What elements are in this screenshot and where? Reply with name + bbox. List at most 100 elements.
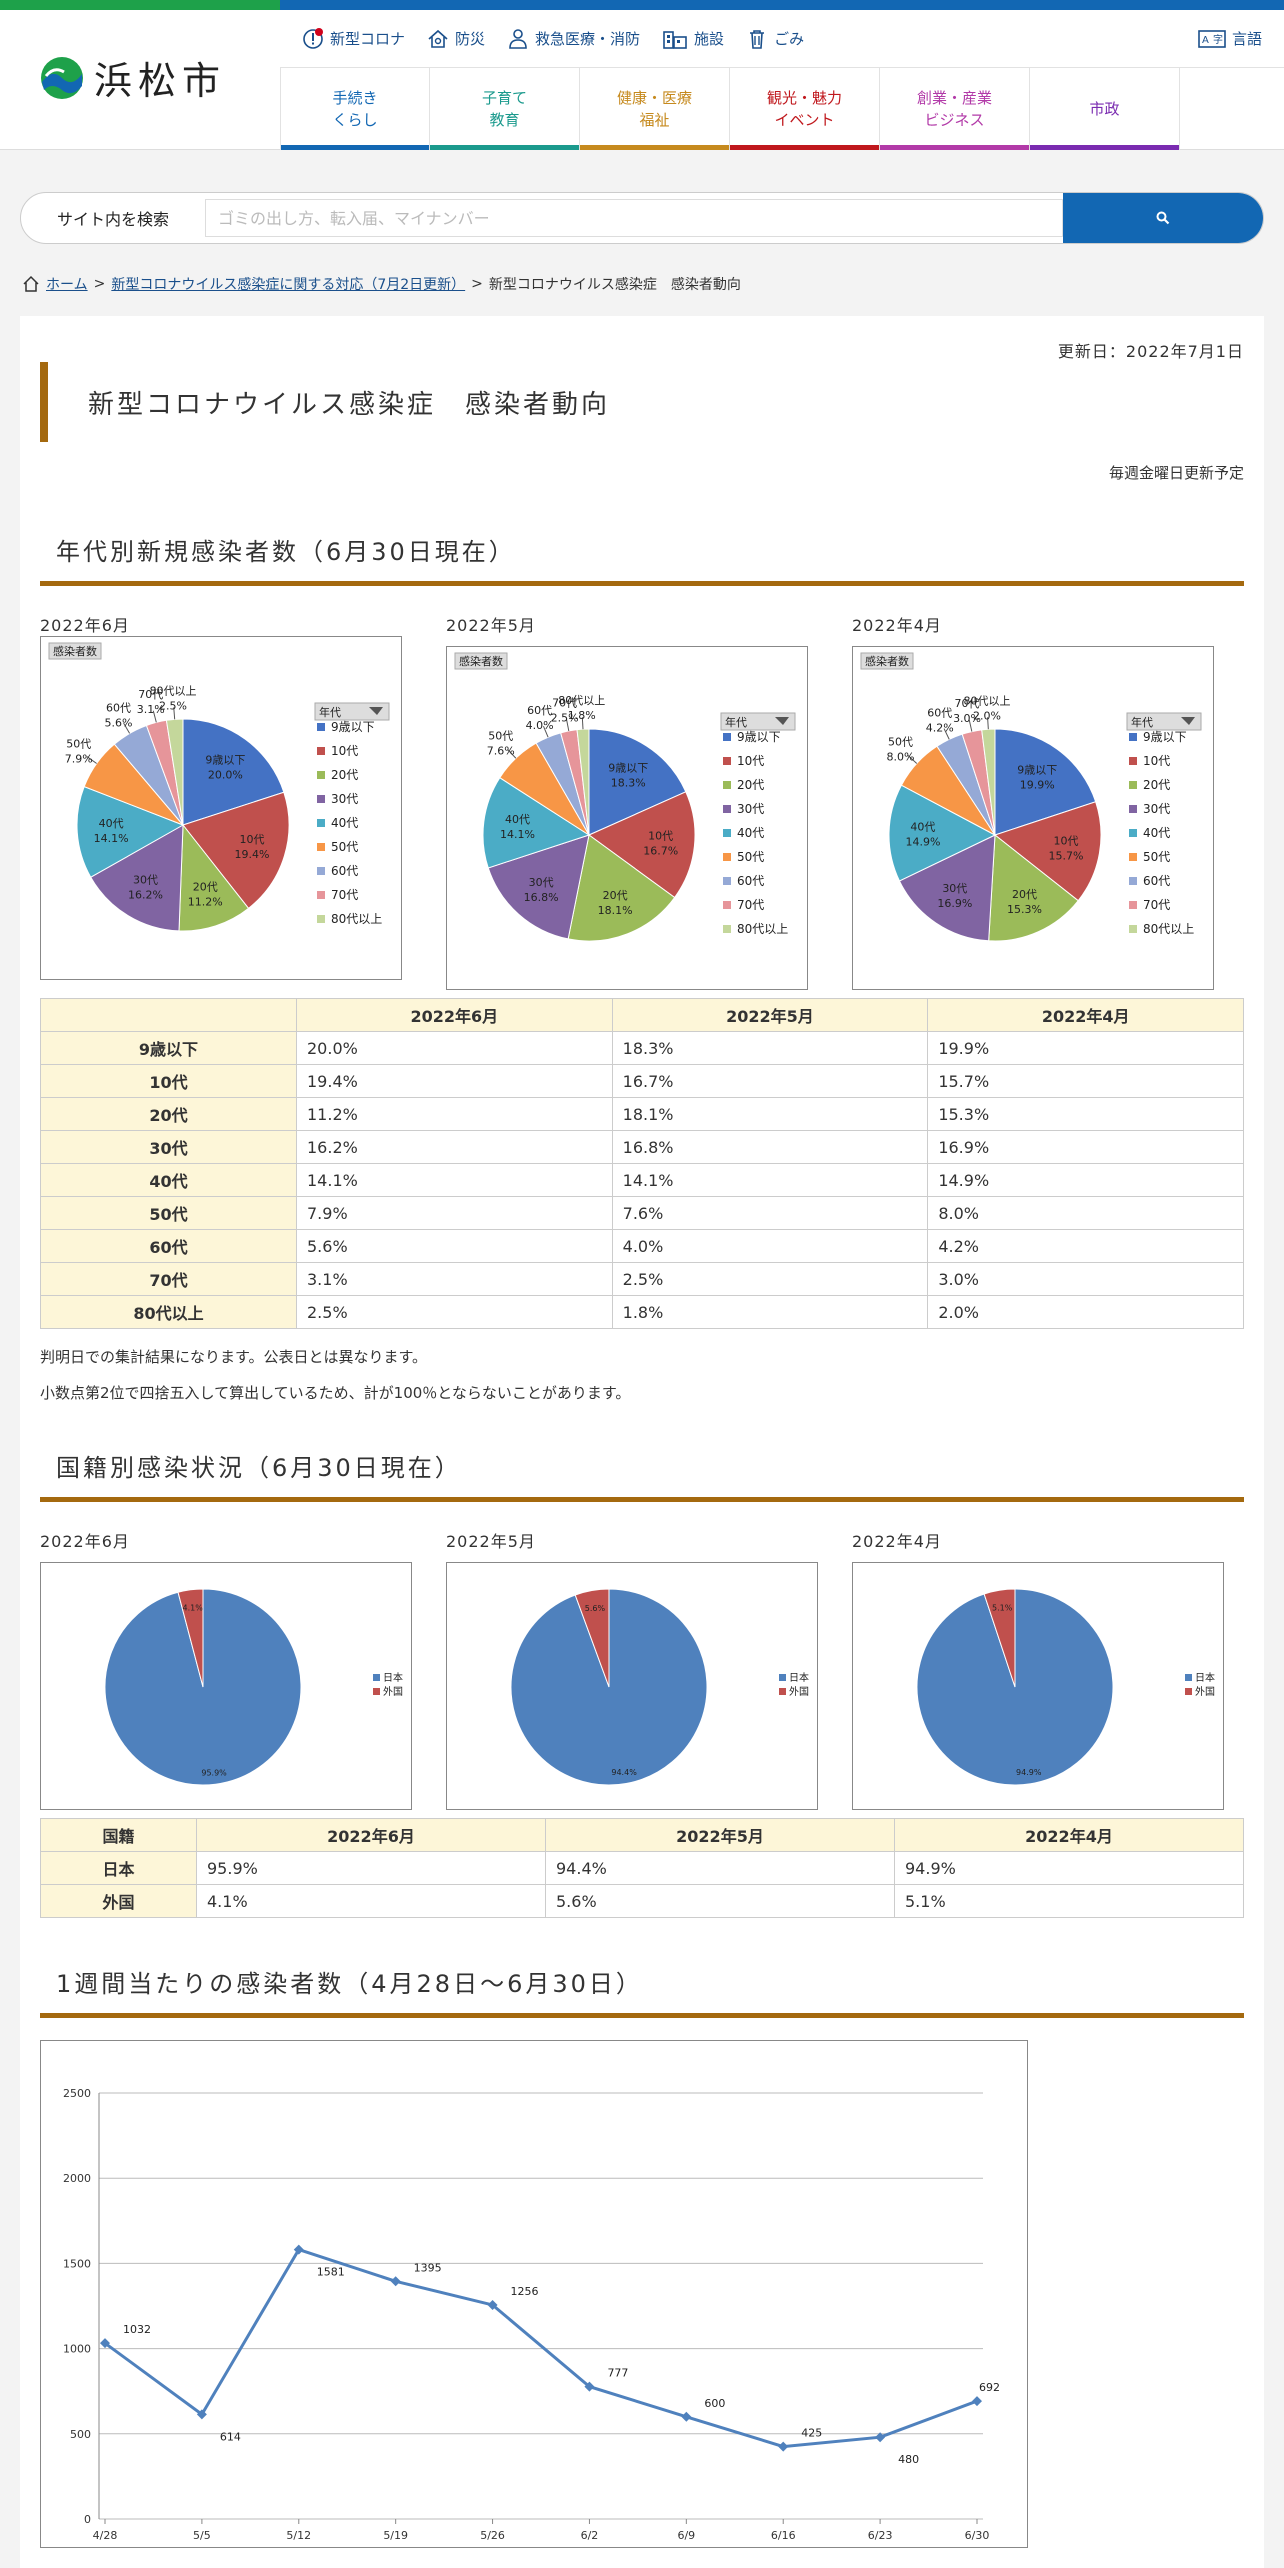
nationality-table: 国籍 2022年6月 2022年5月 2022年4月 日本 95.9% 94.4% 94.9%…	[40, 1818, 1244, 1918]
pie-data-label: 7.6%	[487, 744, 515, 757]
pie-leader-line	[173, 707, 176, 720]
data-label: 1256	[511, 2285, 539, 2298]
x-tick-label: 5/5	[193, 2529, 211, 2542]
pie-data-label: 5.1%	[992, 1604, 1013, 1613]
table-row: 外国 4.1% 5.6% 5.1%	[40, 1884, 1244, 1918]
pie-data-label: 19.4%	[234, 848, 269, 861]
gnav-item-label: 市政	[1089, 99, 1120, 118]
legend-entry: 日本	[1195, 1671, 1215, 1684]
gnav-item[interactable]: 手続き くらし	[280, 68, 430, 150]
table-row-header: 30代	[40, 1130, 297, 1164]
legend-entry: 80代以上	[331, 912, 382, 926]
util-disaster[interactable]: 防災	[427, 28, 485, 50]
table-cell: 16.2%	[296, 1130, 613, 1164]
legend-entry: 60代	[1143, 874, 1170, 888]
pie-slice	[90, 824, 184, 932]
pie-leader-line	[152, 710, 157, 723]
legend-swatch	[317, 819, 325, 827]
pie-category-label: 50代	[66, 738, 91, 751]
search-input[interactable]	[205, 199, 1063, 237]
legend-swatch	[1129, 877, 1137, 885]
util-covid-label: 新型コロナ	[330, 30, 406, 48]
pie-leader-line	[86, 756, 97, 764]
table-header-cell: 2022年5月	[545, 1818, 895, 1852]
table-cell: 16.8%	[611, 1130, 929, 1164]
pie-slice	[993, 801, 1102, 902]
legend-entry: 70代	[331, 888, 358, 902]
table-cell: 19.4%	[296, 1064, 613, 1098]
table-header-cell: 2022年6月	[296, 998, 613, 1032]
legend-entry: 10代	[737, 754, 764, 768]
data-label: 1032	[123, 2323, 151, 2336]
data-point	[100, 2338, 110, 2349]
pie-data-label: 14.1%	[500, 828, 535, 841]
y-tick-label: 1500	[63, 2257, 91, 2270]
data-label: 692	[979, 2381, 1000, 2394]
data-label: 614	[220, 2430, 241, 2443]
breadcrumb: ホーム > 新型コロナウイルス感染症に関する対応（7月2日更新） > 新型コロナ…	[22, 274, 741, 294]
legend-swatch	[317, 915, 325, 923]
table-row: 70代 3.1% 2.5% 3.0%	[40, 1262, 1244, 1296]
table-cell: 16.7%	[611, 1064, 929, 1098]
legend-swatch	[723, 877, 731, 885]
chart-field-title: 感染者数	[865, 654, 909, 668]
search-button[interactable]	[1063, 193, 1263, 243]
pie-data-label: 14.1%	[94, 832, 129, 845]
breadcrumb-home-link[interactable]: ホーム	[46, 277, 88, 293]
breadcrumb-separator: >	[471, 276, 483, 292]
util-emergency[interactable]: 救急医療・消防	[507, 28, 640, 50]
home-icon	[23, 275, 39, 292]
table-header-row: 国籍 2022年6月 2022年5月 2022年4月	[40, 1818, 1244, 1852]
x-tick-label: 4/28	[93, 2529, 118, 2542]
pie-category-label: 30代	[942, 882, 967, 895]
weekly-line-chart: 0 500 1000 1500 2000 2500 4/28 5/5 5/12 5/19 5/26 6…	[40, 2040, 1028, 2548]
legend-entry: 60代	[737, 874, 764, 888]
table-row: 10代 19.4% 16.7% 15.7%	[40, 1064, 1244, 1098]
util-facility[interactable]: 施設	[662, 28, 724, 50]
gnav-item[interactable]: 子育て 教育	[430, 68, 580, 150]
util-garbage[interactable]: ごみ	[746, 28, 804, 50]
y-tick-label: 500	[70, 2428, 91, 2441]
person-icon	[509, 28, 527, 49]
pie-data-label: 16.8%	[524, 891, 559, 904]
table-cell: 2.0%	[927, 1295, 1244, 1329]
pie-data-label: 14.9%	[905, 836, 940, 849]
util-covid[interactable]: 新型コロナ	[302, 27, 406, 50]
legend-swatch	[1129, 805, 1137, 813]
table-cell: 14.1%	[296, 1163, 613, 1197]
legend-swatch	[1129, 757, 1137, 765]
gnav-item[interactable]: 観光・魅力 イベント	[730, 68, 880, 150]
pie-data-label: 20.0%	[208, 769, 243, 782]
legend-swatch	[723, 805, 731, 813]
pie-slice	[177, 1588, 204, 1688]
pie-category-label: 30代	[133, 874, 158, 887]
gnav-item[interactable]: 創業・産業 ビジネス	[880, 68, 1030, 150]
data-point	[875, 2432, 886, 2443]
pie-category-label: 70代	[955, 697, 980, 710]
legend-swatch	[373, 1688, 380, 1695]
legend-swatch	[779, 1688, 786, 1695]
legend-entry: 60代	[331, 864, 358, 878]
gnav-item[interactable]: 健康・医療 福祉	[580, 68, 730, 150]
series-line	[104, 2247, 978, 2449]
gnav-item[interactable]: 市政	[1030, 68, 1180, 150]
table-row-header: 日本	[40, 1851, 197, 1885]
top-color-bar	[0, 0, 1284, 10]
breadcrumb-parent-link[interactable]: 新型コロナウイルス感染症に関する対応（7月2日更新）	[111, 277, 466, 293]
age-pie-chart: 感染者数 9歳以下 20.0% 10代 19.4% 20代 11.2% 30代 16.2% 40代…	[40, 636, 402, 980]
legend-swatch	[317, 867, 325, 875]
table-cell: 5.6%	[545, 1884, 895, 1918]
x-tick-label: 5/12	[286, 2529, 311, 2542]
site-logo[interactable]: 浜松市	[40, 50, 226, 105]
legend-swatch	[723, 901, 731, 909]
note-text: 小数点第2位で四捨五入して算出しているため、計が100％とならないことがあります…	[40, 1384, 631, 1402]
legend-swatch	[317, 843, 325, 851]
legend-entry: 70代	[737, 898, 764, 912]
pie-data-label: 11.2%	[188, 896, 223, 909]
table-row: 40代 14.1% 14.1% 14.9%	[40, 1163, 1244, 1197]
data-label: 777	[607, 2367, 628, 2380]
legend-title: 年代	[1131, 715, 1153, 729]
age-chart-label: 2022年6月	[40, 616, 130, 635]
